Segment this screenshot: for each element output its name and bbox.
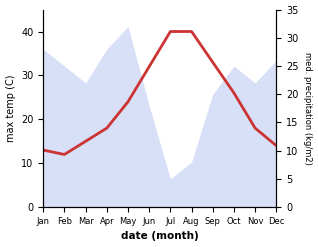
Y-axis label: max temp (C): max temp (C): [5, 75, 16, 142]
X-axis label: date (month): date (month): [121, 231, 199, 242]
Y-axis label: med. precipitation (kg/m2): med. precipitation (kg/m2): [303, 52, 313, 165]
